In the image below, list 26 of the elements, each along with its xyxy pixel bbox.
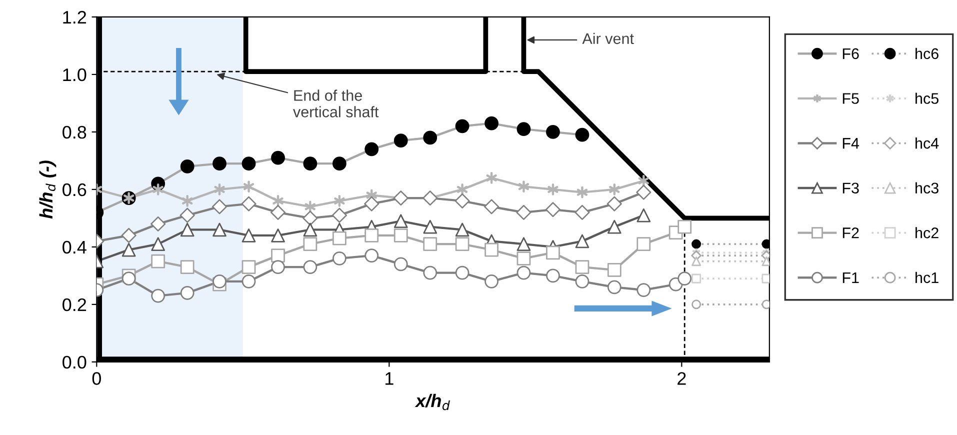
x-axis-title: x/h$_{d}$ (414, 394, 450, 410)
legend-label: hc1 (916, 272, 938, 284)
y-tick-label: 1.0 (63, 68, 86, 82)
legend-label: F3 (842, 182, 859, 194)
legend-label: hc4 (916, 138, 939, 149)
legend-label: F5 (842, 93, 859, 104)
y-axis-title: h/h$_{d}$ (-) (39, 160, 56, 219)
legend-label: hc5 (916, 92, 938, 104)
legend-label: F4 (842, 138, 860, 149)
y-tick-label: 0.6 (62, 183, 86, 196)
y-tick-label: 0.4 (62, 240, 86, 254)
legend-label: F2 (842, 228, 859, 238)
legend-label: F6 (842, 48, 859, 60)
legend-label: hc6 (916, 48, 938, 60)
x-tick-label: 0 (92, 372, 101, 385)
legend-label: F1 (842, 272, 859, 283)
legend-label: hc3 (916, 182, 938, 194)
y-tick-label: 0.2 (62, 298, 86, 312)
y-tick-label: 0.8 (62, 126, 86, 139)
y-tick-label: 1.2 (63, 10, 86, 24)
x-tick-label: 1 (386, 372, 394, 385)
legend-label: hc2 (916, 227, 938, 238)
y-tick-label: 0.0 (62, 356, 86, 369)
annotation: Air vent (582, 32, 634, 44)
x-tick-label: 2 (678, 372, 686, 385)
annotation: End of the vertical shaft (293, 90, 379, 118)
